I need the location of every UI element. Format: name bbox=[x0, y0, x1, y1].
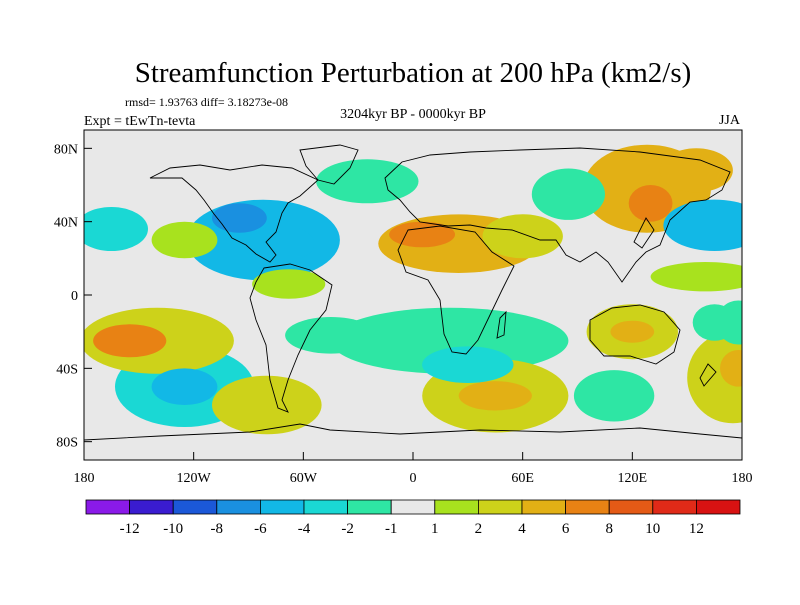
colorbar-label: 4 bbox=[518, 521, 526, 537]
colorbar-swatch bbox=[521, 499, 566, 515]
contour-region-8 bbox=[211, 375, 322, 435]
y-tick-label: 80N bbox=[54, 142, 78, 157]
y-tick-label: 0 bbox=[71, 289, 78, 304]
colorbar-swatch bbox=[565, 499, 610, 515]
x-tick-label: 120W bbox=[177, 471, 212, 486]
y-tick-label: 40N bbox=[54, 216, 78, 231]
coastline-greenland bbox=[299, 144, 359, 185]
contour-region-13 bbox=[531, 168, 606, 220]
contour-region-15 bbox=[422, 346, 514, 384]
coastline-layer bbox=[84, 144, 742, 441]
contour-region-16 bbox=[285, 317, 377, 354]
colorbar-label: -6 bbox=[254, 521, 267, 537]
colorbar-swatch bbox=[652, 499, 697, 515]
colorbar-swatch bbox=[608, 499, 654, 515]
contour-region-18 bbox=[659, 148, 733, 193]
coastline-new-zealand bbox=[699, 363, 717, 387]
colorbar-swatch bbox=[129, 499, 174, 515]
contour-region-23 bbox=[93, 324, 167, 358]
contour-region-11 bbox=[316, 159, 419, 204]
x-tick-label: 60W bbox=[290, 471, 318, 486]
x-tick-label: 0 bbox=[410, 471, 417, 486]
coastline-australia bbox=[589, 304, 681, 365]
contour-region-24 bbox=[252, 269, 326, 299]
contour-region-29 bbox=[692, 304, 737, 341]
colorbar-label: -10 bbox=[163, 521, 183, 537]
contour-region-28 bbox=[212, 203, 267, 233]
colorbar: -12 -10 -8 -6 -4 -2 -1 1 2 4 6 8 10 12 bbox=[85, 499, 741, 537]
coastline-antarctica bbox=[84, 423, 742, 441]
contour-region-9 bbox=[663, 199, 742, 251]
colorbar-label: -12 bbox=[120, 521, 140, 537]
colorbar-label: 8 bbox=[605, 521, 613, 537]
contour-region-30 bbox=[628, 185, 673, 222]
colorbar-swatch bbox=[172, 499, 218, 515]
colorbar-swatch bbox=[85, 499, 130, 515]
colorbar-swatch bbox=[303, 499, 348, 515]
contour-region-25 bbox=[458, 381, 532, 411]
y-tick-label: 40S bbox=[56, 362, 78, 377]
x-tick-label: 180 bbox=[74, 471, 95, 486]
contour-region-21 bbox=[151, 221, 218, 259]
experiment-label: Expt = tEwTn-tevta bbox=[84, 114, 196, 129]
colorbar-swatch bbox=[696, 499, 741, 515]
colorbar-label: -4 bbox=[298, 521, 311, 537]
stats-label: rmsd= 1.93763 diff= 3.18273e-08 bbox=[125, 95, 288, 109]
coastline-africa bbox=[397, 225, 515, 355]
x-tick-label: 60E bbox=[511, 471, 534, 486]
contour-region-14 bbox=[482, 214, 563, 259]
season-label: JJA bbox=[719, 113, 741, 128]
contour-region-19 bbox=[650, 262, 742, 292]
coastline-japan bbox=[633, 217, 655, 249]
colorbar-swatch bbox=[390, 499, 436, 515]
coastline-madagascar bbox=[496, 310, 507, 339]
colorbar-label: 2 bbox=[475, 521, 483, 537]
colorbar-label: 1 bbox=[431, 521, 439, 537]
colorbar-label: 6 bbox=[562, 521, 570, 537]
colorbar-label: 10 bbox=[645, 521, 660, 537]
x-tick-label: 120E bbox=[618, 471, 648, 486]
chart-title: Streamfunction Perturbation at 200 hPa (… bbox=[135, 57, 692, 89]
colorbar-swatch bbox=[259, 499, 305, 515]
contour-region-31 bbox=[720, 350, 742, 387]
coastline-eurasia bbox=[384, 147, 731, 283]
colorbar-label: -2 bbox=[341, 521, 354, 537]
y-axis: 80N 40N 0 40S 80S bbox=[54, 142, 92, 451]
contour-region-17 bbox=[84, 207, 148, 251]
y-tick-label: 80S bbox=[56, 436, 78, 451]
colorbar-label: -8 bbox=[211, 521, 224, 537]
colorbar-swatch bbox=[434, 499, 479, 515]
colorbar-swatch bbox=[477, 499, 523, 515]
x-axis: 180 120W 60W 0 60E 120E 180 bbox=[74, 452, 753, 486]
contour-region-32 bbox=[610, 320, 655, 343]
period-label: 3204kyr BP - 0000kyr BP bbox=[340, 107, 486, 122]
contour-region-22 bbox=[151, 368, 218, 406]
contour-fill-layer bbox=[84, 144, 742, 435]
coastline-north-america bbox=[149, 164, 319, 263]
map-area bbox=[84, 130, 742, 460]
x-tick-label: 180 bbox=[732, 471, 753, 486]
colorbar-swatch bbox=[216, 499, 261, 515]
contour-region-20 bbox=[248, 225, 315, 262]
colorbar-swatch bbox=[347, 499, 392, 515]
colorbar-label: 12 bbox=[689, 521, 704, 537]
coastline-south-america bbox=[249, 263, 333, 413]
contour-region-27 bbox=[389, 221, 455, 248]
colorbar-label: -1 bbox=[385, 521, 398, 537]
contour-region-12 bbox=[573, 370, 655, 422]
